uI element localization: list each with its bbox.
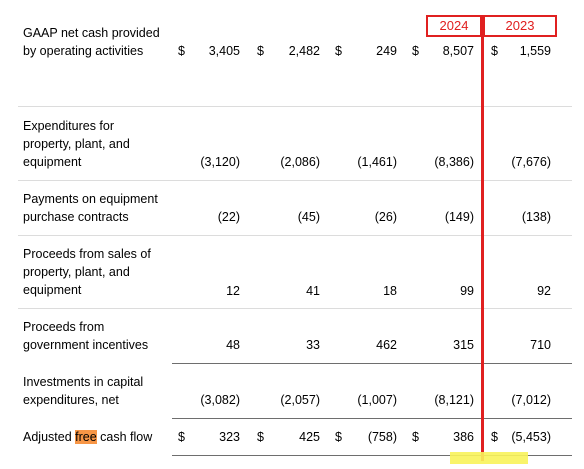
cell-value: (3,082) <box>200 393 240 407</box>
dollar-sign: $ <box>412 44 419 58</box>
cell-value: (7,676) <box>511 155 551 169</box>
cell-value: (138) <box>521 210 551 224</box>
row-label-line: Adjusted free cash flow <box>23 430 153 444</box>
red-annotation-line <box>481 15 484 461</box>
cell-value: (45) <box>297 210 320 224</box>
row-label-line: expenditures, net <box>23 393 119 407</box>
cell-value: 3,405 <box>208 44 240 58</box>
row-label-line: Proceeds from sales of <box>23 247 151 261</box>
highlighted-word: free <box>75 430 97 444</box>
row-label: Proceeds from government incentives <box>23 318 148 354</box>
cell-value: (8,121) <box>434 393 474 407</box>
dollar-sign: $ <box>257 44 264 58</box>
cell-value: 41 <box>306 284 320 298</box>
row-separator <box>18 106 572 107</box>
row-label-line: equipment <box>23 283 82 297</box>
dollar-sign: $ <box>491 44 498 58</box>
dollar-sign: $ <box>335 430 342 444</box>
row-separator <box>18 308 572 309</box>
cell-value: (2,086) <box>280 155 320 169</box>
row-label: Investments in capital expenditures, net <box>23 373 143 409</box>
row-label-line: purchase contracts <box>23 210 129 224</box>
row-label-line: by operating activities <box>23 44 144 58</box>
cell-value: 2,482 <box>288 44 320 58</box>
cell-value: 462 <box>376 338 397 352</box>
cell-value: (758) <box>367 430 397 444</box>
row-separator <box>18 235 572 236</box>
row-label-line: Payments on equipment <box>23 192 158 206</box>
cell-value: 425 <box>299 430 320 444</box>
dollar-sign: $ <box>257 430 264 444</box>
row-label-line: Proceeds from <box>23 320 105 334</box>
cell-value: 386 <box>453 430 474 444</box>
cell-value: (149) <box>444 210 474 224</box>
row-label: Adjusted free cash flow <box>23 428 152 446</box>
dollar-sign: $ <box>412 430 419 444</box>
row-separator <box>172 363 572 364</box>
cell-value: 710 <box>530 338 551 352</box>
row-label: Payments on equipment purchase contracts <box>23 190 158 226</box>
row-separator <box>172 418 572 419</box>
dollar-sign: $ <box>491 430 498 444</box>
cell-value: (1,461) <box>357 155 397 169</box>
row-label: GAAP net cash provided by operating activ… <box>23 24 160 60</box>
cell-value: 33 <box>306 338 320 352</box>
cell-value: 249 <box>376 44 397 58</box>
cell-value: (26) <box>374 210 397 224</box>
cell-value: 323 <box>219 430 240 444</box>
cell-value: (7,012) <box>511 393 551 407</box>
row-label-line: equipment <box>23 155 82 169</box>
cell-value: 99 <box>460 284 474 298</box>
row-label: Expenditures for property, plant, and equi… <box>23 117 130 171</box>
cell-value: 12 <box>226 284 240 298</box>
row-label-line: government incentives <box>23 338 149 352</box>
cell-value: (3,120) <box>200 155 240 169</box>
year-header-2023: 2023 <box>483 15 557 37</box>
row-label-line: property, plant, and <box>23 265 130 279</box>
cell-value: (22) <box>217 210 240 224</box>
cell-value: 315 <box>453 338 474 352</box>
row-label-line: Investments in capital <box>23 375 144 389</box>
cell-value: 92 <box>537 284 551 298</box>
cell-value: (5,453) <box>511 430 551 444</box>
cell-value: (8,386) <box>434 155 474 169</box>
yellow-highlight-mark <box>450 452 528 464</box>
row-label: Proceeds from sales of property, plant, a… <box>23 245 151 299</box>
cell-value: (2,057) <box>280 393 320 407</box>
year-header-2024: 2024 <box>426 15 482 37</box>
row-label-line: property, plant, and <box>23 137 130 151</box>
cell-value: 1,559 <box>519 44 551 58</box>
dollar-sign: $ <box>335 44 342 58</box>
row-label-line: GAAP net cash provided <box>23 26 160 40</box>
dollar-sign: $ <box>178 44 185 58</box>
row-separator <box>172 455 572 456</box>
dollar-sign: $ <box>178 430 185 444</box>
cell-value: (1,007) <box>357 393 397 407</box>
cell-value: 18 <box>383 284 397 298</box>
row-separator <box>18 180 572 181</box>
cell-value: 8,507 <box>442 44 474 58</box>
row-label-line: Expenditures for <box>23 119 115 133</box>
cell-value: 48 <box>226 338 240 352</box>
